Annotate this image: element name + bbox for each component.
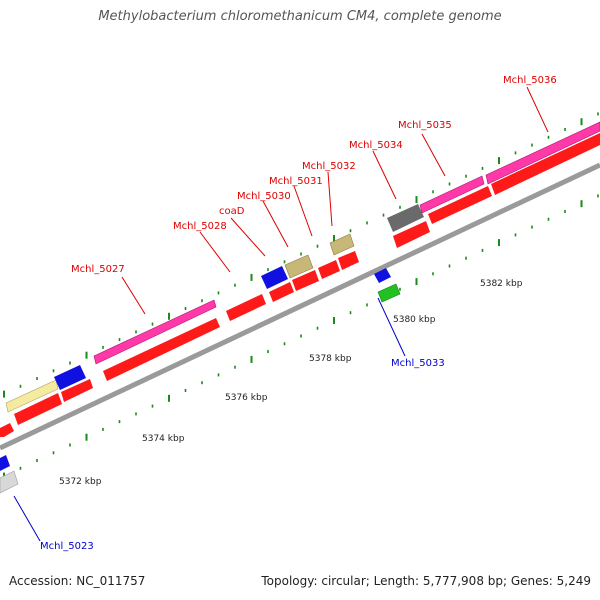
cds-4[interactable] bbox=[103, 318, 220, 381]
cds-11[interactable] bbox=[428, 186, 492, 224]
cds-8[interactable] bbox=[318, 260, 340, 279]
outer-tick-ring bbox=[3, 112, 599, 398]
cds-6[interactable] bbox=[269, 282, 294, 302]
map-title: Methylobacterium chloromethanicum CM4, c… bbox=[98, 9, 502, 24]
gene-cream-block[interactable] bbox=[5, 379, 59, 413]
ruler-label-5378: 5378 kbp bbox=[309, 354, 352, 364]
genome-summary-text: Topology: circular; Length: 5,777,908 bp… bbox=[261, 574, 591, 588]
label-mchl-5034[interactable]: Mchl_5034 bbox=[349, 140, 403, 151]
gene-khaki-block-1[interactable] bbox=[284, 254, 314, 279]
gene-blue-partial-left[interactable] bbox=[0, 455, 10, 471]
gene-pink-mchl-5027[interactable] bbox=[93, 299, 217, 365]
cds-12[interactable] bbox=[491, 133, 600, 195]
ruler-label-5382: 5382 kbp bbox=[480, 279, 523, 289]
cds-7[interactable] bbox=[292, 270, 319, 291]
label-mchl-5027[interactable]: Mchl_5027 bbox=[71, 264, 125, 275]
label-mchl-5023[interactable]: Mchl_5023 bbox=[40, 541, 94, 552]
gene-khaki-block-2[interactable] bbox=[329, 233, 355, 256]
label-mchl-5028[interactable]: Mchl_5028 bbox=[173, 221, 227, 232]
label-mchl-5036[interactable]: Mchl_5036 bbox=[503, 75, 557, 86]
cds-1[interactable] bbox=[0, 423, 14, 437]
gene-blue-block-coad[interactable] bbox=[261, 266, 288, 289]
gene-blue-block-left[interactable] bbox=[54, 365, 86, 390]
gene-light-block[interactable] bbox=[0, 470, 19, 494]
cds-10[interactable] bbox=[393, 221, 430, 248]
label-mchl-5035[interactable]: Mchl_5035 bbox=[398, 120, 452, 131]
cds-2[interactable] bbox=[14, 393, 62, 425]
label-connectors bbox=[13, 86, 549, 542]
accession-text: Accession: NC_011757 bbox=[9, 574, 146, 588]
label-mchl-5030[interactable]: Mchl_5030 bbox=[237, 191, 291, 202]
cds-9[interactable] bbox=[338, 251, 359, 270]
ruler-label-5380: 5380 kbp bbox=[393, 315, 436, 325]
label-mchl-5032[interactable]: Mchl_5032 bbox=[302, 161, 356, 172]
gene-green-block[interactable] bbox=[377, 283, 401, 303]
inner-tick-ring bbox=[3, 194, 599, 480]
gene-gray-block[interactable] bbox=[387, 204, 424, 232]
ruler-label-5376: 5376 kbp bbox=[225, 393, 268, 403]
label-mchl-5033[interactable]: Mchl_5033 bbox=[391, 358, 445, 369]
ruler-label-5372: 5372 kbp bbox=[59, 477, 102, 487]
gene-pink-mchl-5036[interactable] bbox=[485, 121, 600, 185]
gene-pink-mchl-5035[interactable] bbox=[419, 175, 485, 214]
cds-5[interactable] bbox=[226, 294, 266, 321]
backbone-line bbox=[0, 162, 600, 451]
label-coad[interactable]: coaD bbox=[219, 206, 245, 217]
label-mchl-5031[interactable]: Mchl_5031 bbox=[269, 176, 323, 187]
gene-blue-mchl-5033[interactable] bbox=[374, 268, 391, 283]
ruler-label-5374: 5374 kbp bbox=[142, 434, 185, 444]
cds-3[interactable] bbox=[61, 379, 93, 402]
